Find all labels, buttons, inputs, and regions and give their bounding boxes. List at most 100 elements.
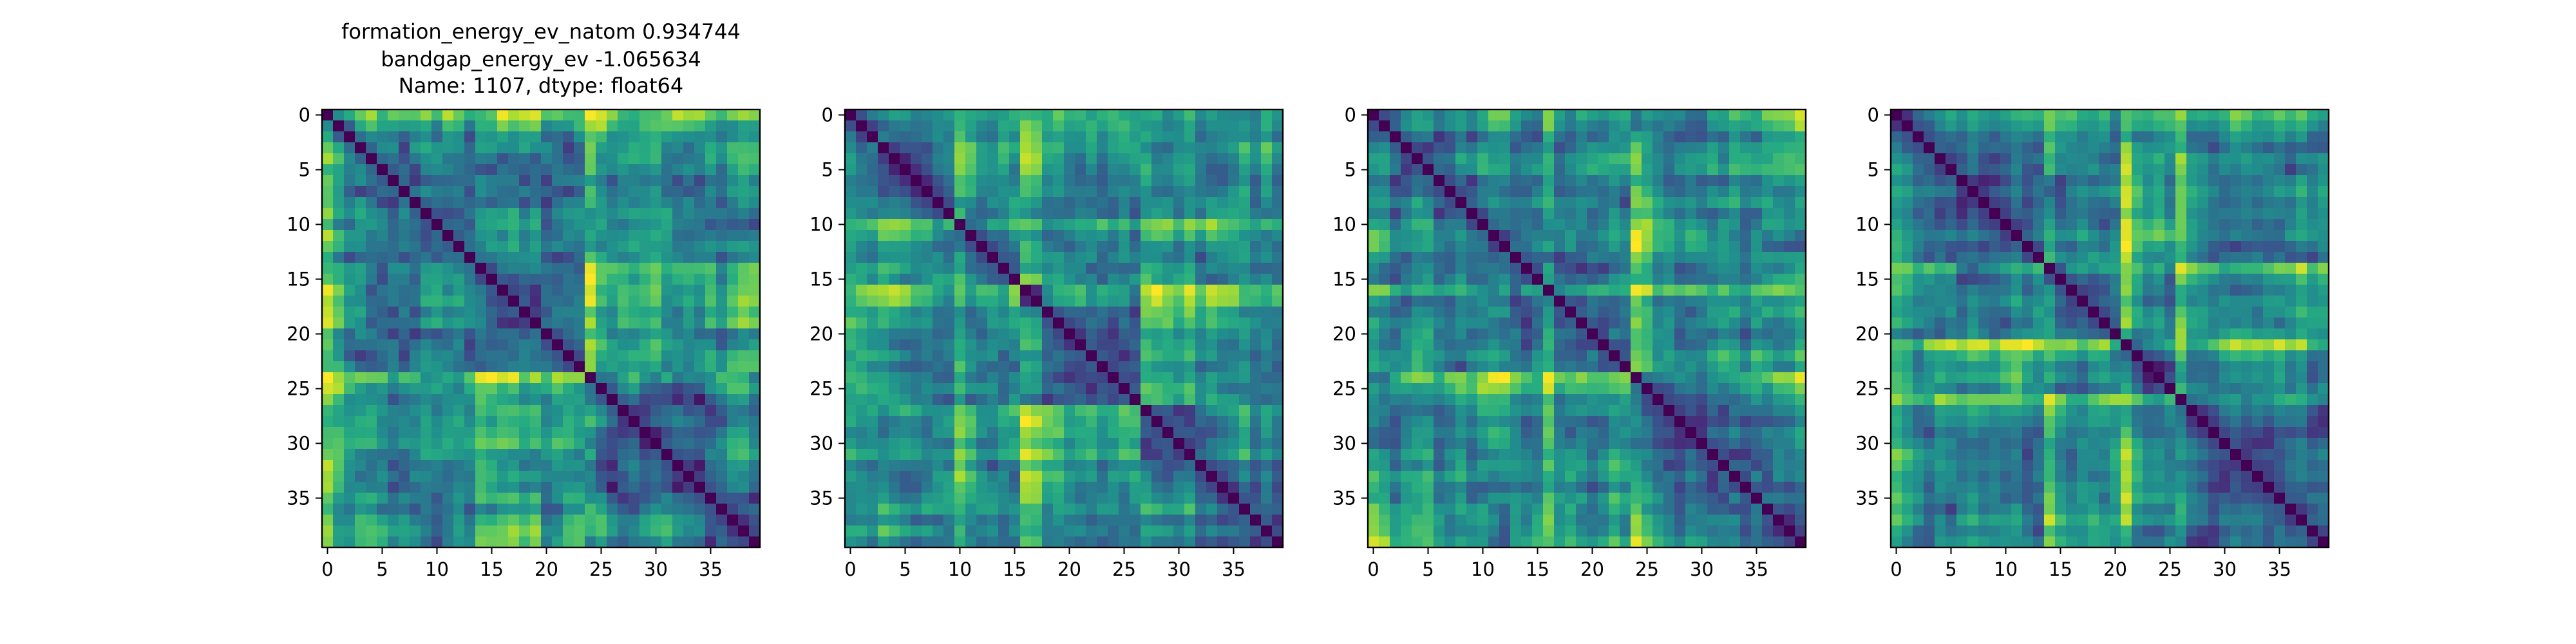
heatmap-cell	[965, 515, 977, 526]
heatmap-cell	[2022, 109, 2034, 121]
heatmap-cell	[900, 241, 911, 252]
heatmap-cell	[1707, 252, 1719, 263]
heatmap-cell	[987, 460, 999, 471]
heatmap-cell	[1250, 317, 1262, 329]
heatmap-cell	[705, 219, 717, 231]
heatmap-cell	[1696, 120, 1708, 132]
heatmap-cell	[1653, 361, 1664, 373]
heatmap-cell	[519, 482, 531, 493]
heatmap-cell	[1587, 317, 1598, 329]
heatmap-cell	[399, 482, 410, 493]
heatmap-cell	[1674, 175, 1686, 187]
heatmap-cell	[749, 230, 761, 242]
heatmap-cell	[878, 252, 889, 263]
heatmap-cell	[1162, 504, 1174, 515]
heatmap-cell	[639, 241, 651, 252]
heatmap-cell	[1707, 186, 1719, 198]
heatmap-cell	[694, 317, 706, 329]
heatmap-cell	[867, 197, 878, 209]
heatmap-cell	[1729, 142, 1741, 154]
heatmap-cell	[639, 219, 651, 231]
heatmap-cell	[867, 285, 878, 296]
heatmap-cell	[1130, 142, 1141, 154]
heatmap-cell	[889, 471, 900, 482]
heatmap-cell	[661, 416, 673, 428]
heatmap-cell	[377, 405, 388, 417]
heatmap-cell	[1598, 175, 1609, 187]
heatmap-cell	[1795, 131, 1806, 143]
heatmap-cell	[1565, 252, 1577, 263]
heatmap-cell	[333, 394, 345, 406]
heatmap-cell	[497, 219, 509, 231]
heatmap-cell	[998, 350, 1010, 362]
heatmap-cell	[1466, 263, 1478, 274]
heatmap-cell	[2164, 120, 2176, 132]
heatmap-cell	[1173, 350, 1185, 362]
heatmap-cell	[738, 339, 750, 351]
heatmap-cell	[475, 536, 487, 548]
heatmap-cell	[1598, 416, 1609, 428]
heatmap-cell	[618, 427, 629, 439]
heatmap-cell	[399, 208, 410, 220]
heatmap-cell	[1543, 131, 1555, 143]
heatmap-cell	[1521, 252, 1533, 263]
heatmap-cell	[1141, 438, 1152, 450]
heatmap-cell	[475, 131, 487, 143]
heatmap-cell	[1740, 350, 1752, 362]
heatmap-cell	[1598, 197, 1609, 209]
heatmap-cell	[1261, 482, 1273, 493]
heatmap-cell	[1663, 274, 1675, 285]
heatmap-cell	[1642, 372, 1653, 384]
heatmap-cell	[1642, 339, 1653, 351]
heatmap-cell	[889, 515, 900, 526]
heatmap-cell	[954, 515, 966, 526]
heatmap-cell	[965, 449, 977, 460]
heatmap-cell	[889, 109, 900, 121]
heatmap-cell	[618, 296, 629, 307]
heatmap-cell	[705, 526, 717, 537]
heatmap-cell	[1532, 274, 1544, 285]
heatmap-cell	[1784, 175, 1795, 187]
heatmap-cell	[639, 350, 651, 362]
heatmap-cell	[607, 252, 618, 263]
heatmap-cell	[867, 361, 878, 373]
heatmap-cell	[1141, 471, 1152, 482]
heatmap-cell	[1031, 142, 1043, 154]
heatmap-cell	[355, 296, 366, 307]
heatmap-cell	[954, 394, 966, 406]
heatmap-cell	[661, 142, 673, 154]
heatmap-cell	[1173, 515, 1185, 526]
heatmap-cell	[596, 241, 607, 252]
heatmap-cell	[1598, 252, 1609, 263]
heatmap-cell	[1261, 307, 1273, 318]
heatmap-cell	[1412, 307, 1423, 318]
heatmap-cell	[639, 328, 651, 340]
heatmap-cell	[1434, 131, 1445, 143]
heatmap-cell	[1795, 197, 1806, 209]
heatmap-cell	[1587, 131, 1598, 143]
heatmap-cell	[738, 296, 750, 307]
heatmap-cell	[1631, 438, 1642, 450]
heatmap-cell	[366, 536, 377, 548]
heatmap-cell	[650, 449, 662, 460]
heatmap-cell	[1521, 263, 1533, 274]
heatmap-cell	[377, 339, 388, 351]
heatmap-cell	[1795, 536, 1806, 548]
heatmap-cell	[497, 350, 509, 362]
heatmap-cell	[727, 493, 739, 504]
heatmap-cell	[1773, 416, 1785, 428]
heatmap-cell	[1554, 504, 1566, 515]
heatmap-cell	[716, 153, 728, 165]
heatmap-cell	[661, 230, 673, 242]
heatmap-cell	[1130, 263, 1141, 274]
heatmap-cell	[1762, 416, 1774, 428]
heatmap-cell	[1097, 328, 1108, 340]
heatmap-cell	[1020, 142, 1032, 154]
heatmap-cell	[878, 219, 889, 231]
heatmap-cell	[585, 197, 596, 209]
heatmap-cell	[1130, 482, 1141, 493]
heatmap-cell	[1390, 230, 1401, 242]
heatmap-cell	[1217, 186, 1229, 198]
heatmap-cell	[355, 317, 366, 329]
heatmap-cell	[705, 482, 717, 493]
